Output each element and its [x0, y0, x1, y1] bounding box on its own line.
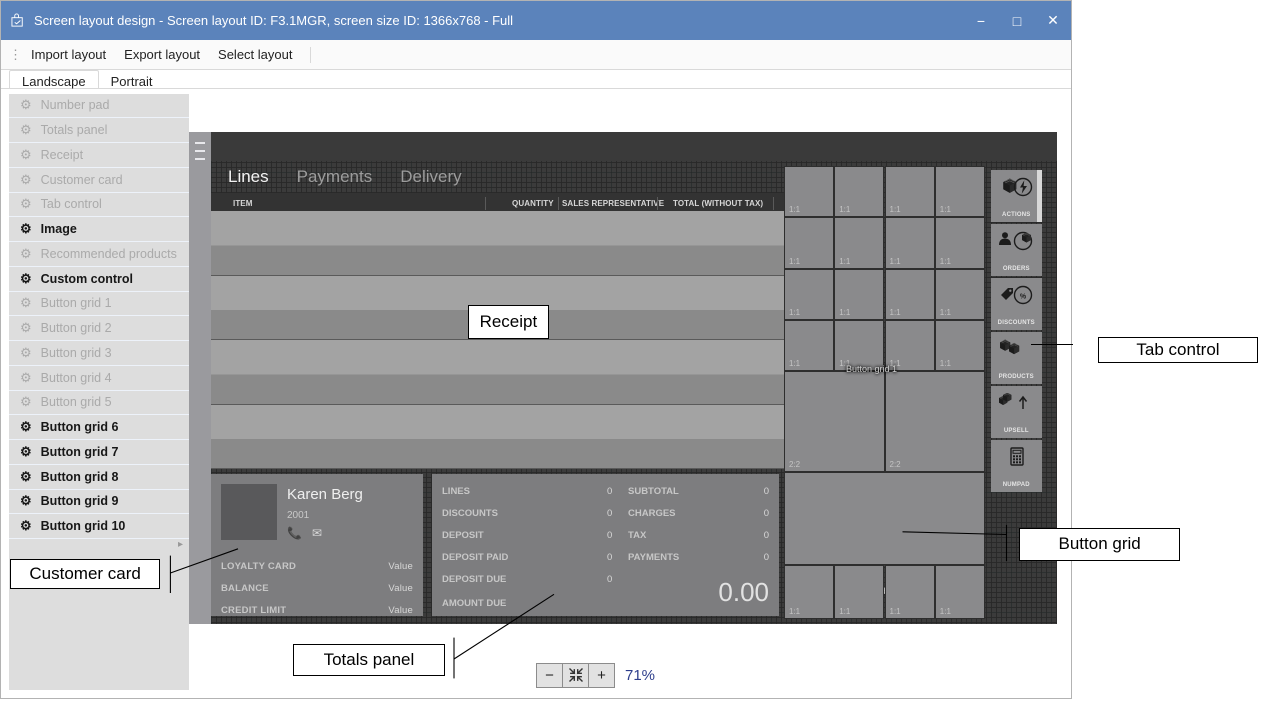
svg-text:%: % [1020, 294, 1027, 301]
